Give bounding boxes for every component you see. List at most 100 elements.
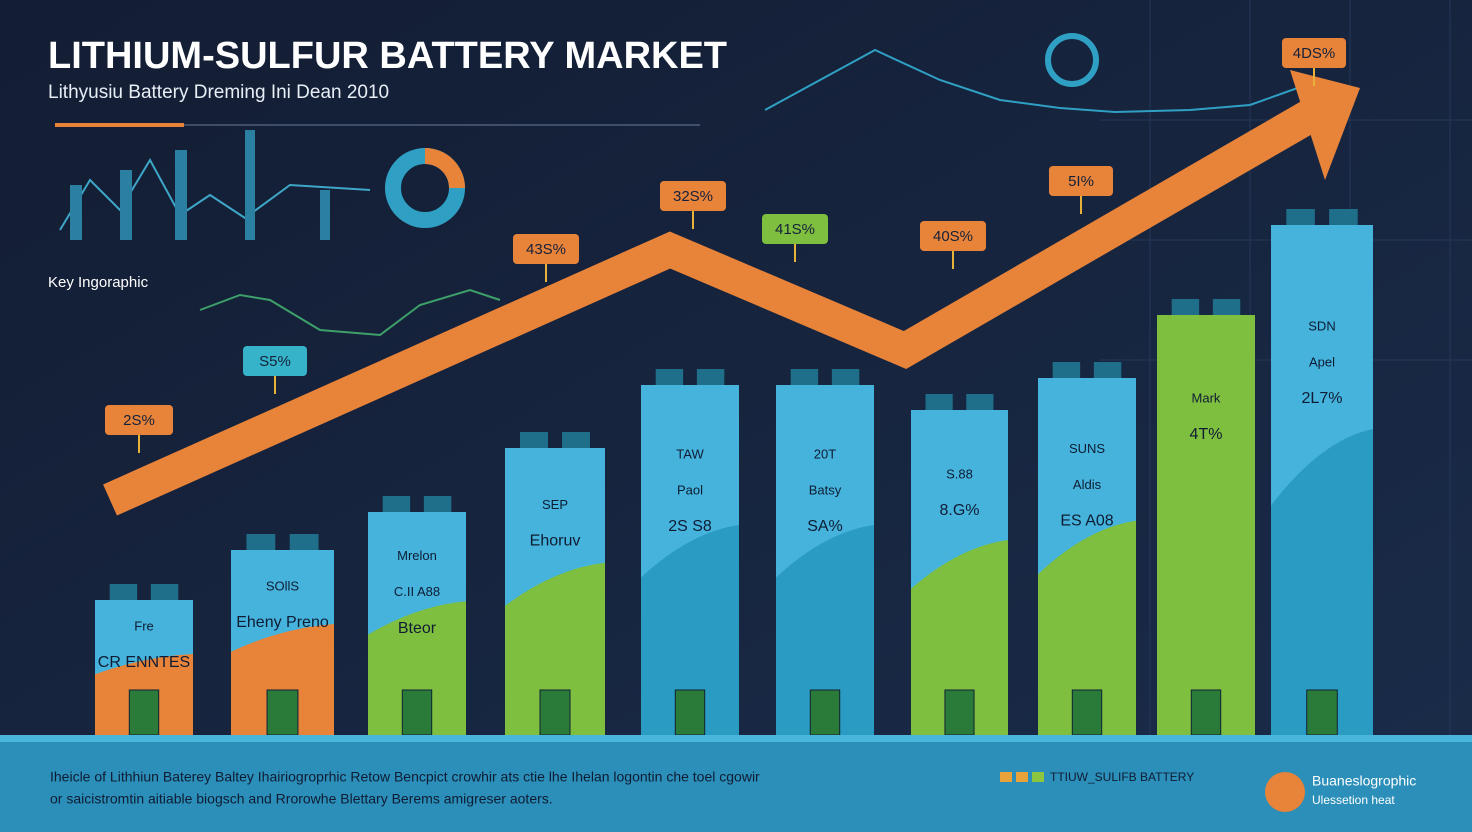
callout-text: 32S% bbox=[673, 188, 713, 205]
bar-label: Fre bbox=[134, 618, 154, 633]
legend-swatch bbox=[1016, 772, 1028, 782]
callout-text: 5I% bbox=[1068, 173, 1094, 190]
battery-cell bbox=[1306, 689, 1338, 736]
bar-label: SEP bbox=[542, 497, 568, 512]
callout-box bbox=[513, 234, 579, 264]
callout-text: S5% bbox=[259, 353, 291, 370]
battery-lower bbox=[1157, 483, 1255, 735]
callout-text: 41S% bbox=[775, 221, 815, 238]
callout-box bbox=[1049, 166, 1113, 196]
footer-text: or saicistromtin aitiable biogsch and Rr… bbox=[50, 791, 553, 807]
brand-logo bbox=[1265, 772, 1305, 812]
bar-label: Apel bbox=[1309, 354, 1335, 369]
legend-text: TTIUW_SULIFB BATTERY bbox=[1050, 770, 1194, 784]
bar-label: Ehoruv bbox=[530, 533, 581, 550]
bars: Fre CR ENNTES SOllS Eheny Preno Mrelon C.II A… bbox=[95, 209, 1373, 736]
bar-label: Aldis bbox=[1073, 477, 1102, 492]
battery-cell bbox=[401, 689, 433, 736]
battery-lower bbox=[1038, 520, 1136, 735]
mini-bars bbox=[70, 130, 330, 240]
bar-label: 4T% bbox=[1190, 426, 1223, 443]
bar-label: Batsy bbox=[809, 482, 842, 497]
callout-text: 4DS% bbox=[1293, 45, 1336, 62]
battery-cap bbox=[423, 496, 452, 514]
key-label: Key Ingoraphic bbox=[48, 274, 149, 291]
bar-label: SDN bbox=[1308, 318, 1335, 333]
gauge bbox=[1045, 33, 1099, 87]
battery-cap bbox=[382, 496, 411, 514]
bar-label: S.88 bbox=[946, 466, 973, 481]
callouts: 2S% S5% 43S% 32S% 41S% 40S% 5I% 4DS% bbox=[105, 38, 1346, 453]
battery-cap bbox=[109, 584, 138, 602]
callout-box bbox=[243, 346, 307, 376]
callout-box bbox=[105, 405, 173, 435]
callout-text: 40S% bbox=[933, 228, 973, 245]
bar-label: Paol bbox=[677, 482, 703, 497]
bar-label: TAW bbox=[676, 446, 704, 461]
bar-label: SA% bbox=[807, 518, 843, 535]
battery-cell bbox=[674, 689, 706, 736]
battery-cell bbox=[539, 689, 571, 736]
mini-line bbox=[199, 288, 501, 337]
battery-cap bbox=[1212, 299, 1241, 317]
subtitle: Lithyusiu Battery Dreming Ini Dean 2010 bbox=[48, 82, 389, 103]
trend-arrow bbox=[103, 95, 1329, 516]
title: LITHIUM-SULFUR BATTERY MARKET bbox=[48, 35, 727, 77]
battery-cap bbox=[1093, 362, 1122, 380]
battery-cap bbox=[831, 369, 860, 387]
battery-cap bbox=[655, 369, 684, 387]
battery-cap bbox=[696, 369, 725, 387]
battery-cap bbox=[150, 584, 179, 602]
bar-label: Mrelon bbox=[397, 548, 437, 563]
battery-lower bbox=[368, 601, 466, 735]
battery-cap bbox=[966, 394, 994, 412]
battery-lower bbox=[505, 562, 605, 735]
brand: Buaneslogrophic bbox=[1312, 773, 1416, 789]
battery-cap bbox=[790, 369, 819, 387]
callout-box bbox=[920, 221, 986, 251]
battery-cap bbox=[1171, 299, 1200, 317]
bar-label: CR ENNTES bbox=[98, 654, 190, 671]
battery-cap bbox=[289, 534, 319, 552]
battery-lower bbox=[911, 540, 1008, 735]
battery-cap bbox=[1329, 209, 1358, 227]
battery-lower bbox=[776, 525, 874, 735]
battery-cap bbox=[925, 394, 953, 412]
battery-cap bbox=[1052, 362, 1081, 380]
battery-cap bbox=[520, 432, 548, 450]
callout-text: 2S% bbox=[123, 412, 155, 429]
footer bbox=[0, 735, 1472, 832]
bar-label: 8.G% bbox=[939, 502, 979, 519]
callout-box bbox=[1282, 38, 1346, 68]
callout-box bbox=[660, 181, 726, 211]
battery-cap bbox=[246, 534, 276, 552]
bar-label: Eheny Preno bbox=[236, 614, 329, 631]
bar-label: 20T bbox=[814, 446, 836, 461]
bar-label: ES A08 bbox=[1060, 513, 1113, 530]
legend-swatch bbox=[1000, 772, 1012, 782]
footer-edge bbox=[0, 735, 1472, 742]
battery-cell bbox=[1190, 689, 1222, 736]
bar-label: Mark bbox=[1192, 390, 1221, 405]
top-line bbox=[764, 48, 1321, 114]
bar-label: C.II A88 bbox=[394, 584, 440, 599]
bar-label: 2L7% bbox=[1302, 390, 1343, 407]
battery-lower bbox=[641, 525, 739, 735]
callout-text: 43S% bbox=[526, 241, 566, 258]
bar-label: SOllS bbox=[266, 578, 300, 593]
battery-cap bbox=[562, 432, 590, 450]
arrow-head bbox=[1290, 70, 1360, 180]
callout-box bbox=[762, 214, 828, 244]
footer-text: Iheicle of Lithhiun Baterey Baltey Ihair… bbox=[50, 769, 760, 785]
battery-cell bbox=[1071, 689, 1103, 736]
brand: Ulessetion heat bbox=[1312, 793, 1395, 807]
bar-label: 2S S8 bbox=[668, 518, 712, 535]
legend-swatch bbox=[1032, 772, 1044, 782]
donut bbox=[424, 148, 465, 189]
battery-lower bbox=[1271, 429, 1373, 735]
battery-cap bbox=[1286, 209, 1315, 227]
battery-lower bbox=[231, 624, 334, 735]
bar-label: SUNS bbox=[1069, 441, 1105, 456]
battery-cell bbox=[128, 689, 160, 736]
